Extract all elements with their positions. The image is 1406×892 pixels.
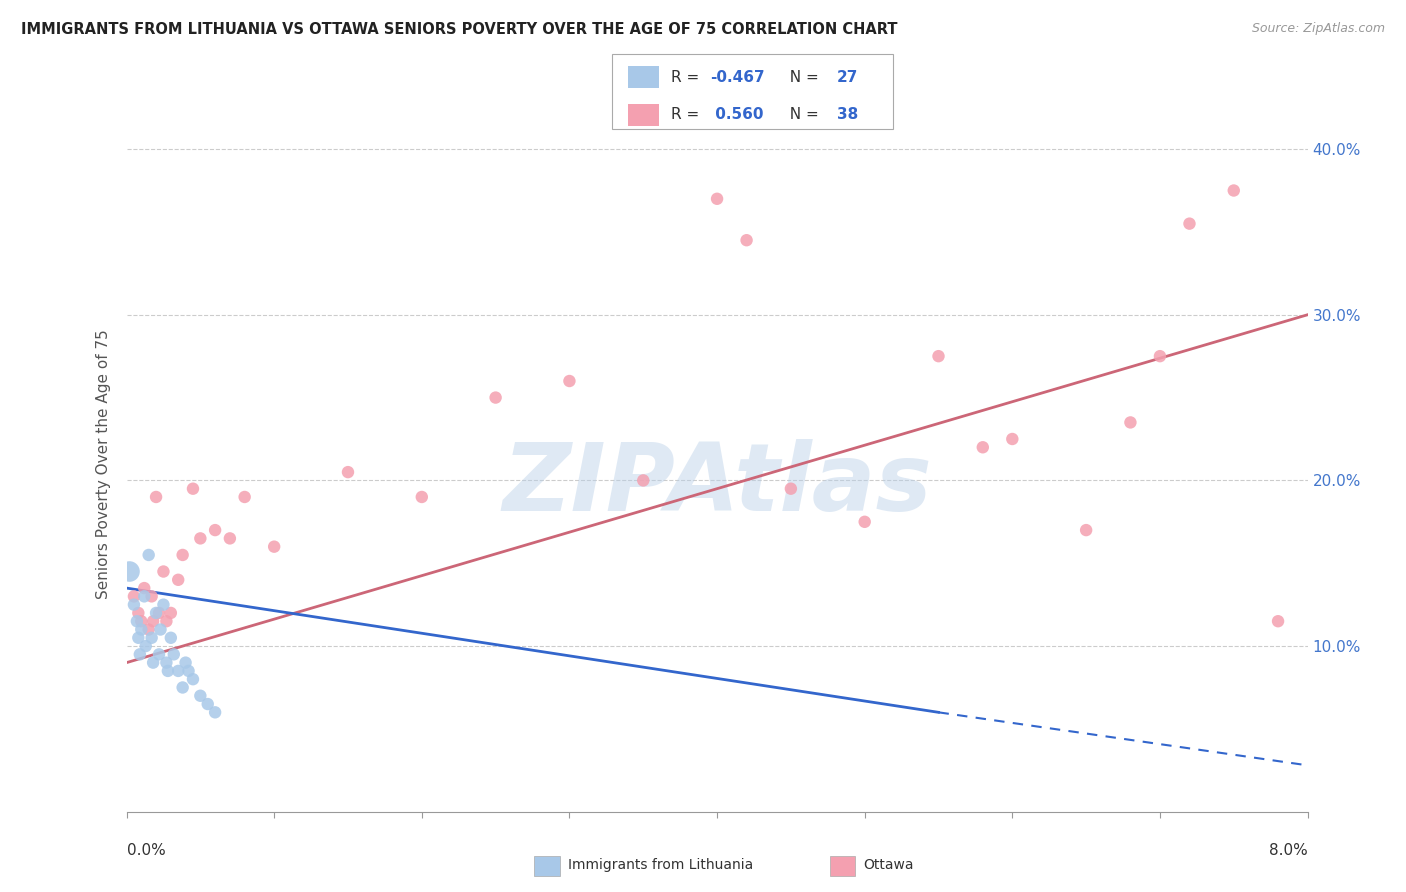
Point bbox=[1222, 184, 1246, 198]
Text: IMMIGRANTS FROM LITHUANIA VS OTTAWA SENIORS POVERTY OVER THE AGE OF 75 CORRELATI: IMMIGRANTS FROM LITHUANIA VS OTTAWA SENI… bbox=[21, 22, 897, 37]
Point bbox=[148, 606, 170, 620]
Point bbox=[118, 565, 141, 579]
Point bbox=[174, 656, 197, 670]
Point bbox=[167, 573, 190, 587]
Point bbox=[181, 672, 204, 686]
Point bbox=[1076, 523, 1098, 537]
Text: Source: ZipAtlas.com: Source: ZipAtlas.com bbox=[1251, 22, 1385, 36]
Point bbox=[159, 606, 183, 620]
Text: N =: N = bbox=[780, 107, 824, 122]
Point bbox=[706, 192, 728, 206]
Y-axis label: Seniors Poverty Over the Age of 75: Seniors Poverty Over the Age of 75 bbox=[96, 329, 111, 599]
Point bbox=[197, 697, 219, 711]
Point bbox=[141, 631, 163, 645]
Point bbox=[181, 482, 204, 496]
Text: 0.0%: 0.0% bbox=[127, 843, 166, 858]
Point bbox=[558, 374, 581, 388]
Text: R =: R = bbox=[671, 70, 704, 85]
Point bbox=[141, 590, 163, 604]
Text: N =: N = bbox=[780, 70, 824, 85]
Point bbox=[127, 606, 149, 620]
Point bbox=[1001, 432, 1024, 446]
Text: 27: 27 bbox=[837, 70, 858, 85]
Point bbox=[1119, 416, 1142, 430]
Point bbox=[735, 233, 758, 247]
Point bbox=[138, 548, 160, 562]
Text: Ottawa: Ottawa bbox=[863, 858, 914, 872]
Point bbox=[188, 532, 211, 546]
Point bbox=[337, 465, 360, 479]
Point bbox=[129, 623, 153, 637]
Point bbox=[1178, 217, 1201, 231]
Point bbox=[129, 614, 153, 628]
Point bbox=[152, 598, 174, 612]
Point bbox=[204, 523, 226, 537]
Point bbox=[172, 681, 194, 695]
Text: 38: 38 bbox=[837, 107, 858, 122]
Point bbox=[1149, 349, 1171, 363]
Point bbox=[134, 581, 156, 595]
Point bbox=[135, 639, 157, 653]
Point bbox=[145, 490, 167, 504]
Text: R =: R = bbox=[671, 107, 704, 122]
Point bbox=[411, 490, 433, 504]
Text: 8.0%: 8.0% bbox=[1268, 843, 1308, 858]
Text: Immigrants from Lithuania: Immigrants from Lithuania bbox=[568, 858, 754, 872]
Point bbox=[152, 565, 174, 579]
Point bbox=[145, 606, 167, 620]
Text: 0.560: 0.560 bbox=[710, 107, 763, 122]
Point bbox=[138, 623, 160, 637]
Point bbox=[128, 648, 150, 662]
Point bbox=[263, 540, 285, 554]
Point bbox=[631, 474, 654, 488]
Point bbox=[134, 590, 156, 604]
Point bbox=[163, 648, 186, 662]
Point bbox=[853, 515, 876, 529]
Text: ZIPAtlas: ZIPAtlas bbox=[502, 439, 932, 531]
Point bbox=[148, 648, 170, 662]
Point bbox=[122, 590, 145, 604]
Point bbox=[127, 631, 149, 645]
Point bbox=[218, 532, 242, 546]
Point bbox=[142, 656, 165, 670]
Point bbox=[972, 440, 994, 454]
Text: -0.467: -0.467 bbox=[710, 70, 765, 85]
Point bbox=[484, 391, 508, 405]
Point bbox=[1267, 614, 1289, 628]
Point bbox=[233, 490, 256, 504]
Point bbox=[155, 614, 177, 628]
Point bbox=[125, 614, 148, 628]
Point bbox=[156, 664, 179, 678]
Point bbox=[155, 656, 177, 670]
Point bbox=[177, 664, 200, 678]
Point bbox=[159, 631, 183, 645]
Point bbox=[149, 623, 172, 637]
Point bbox=[172, 548, 194, 562]
Point bbox=[188, 689, 211, 703]
Point bbox=[779, 482, 801, 496]
Point bbox=[204, 706, 226, 720]
Point bbox=[167, 664, 190, 678]
Point bbox=[928, 349, 950, 363]
Point bbox=[142, 614, 165, 628]
Point bbox=[122, 598, 145, 612]
